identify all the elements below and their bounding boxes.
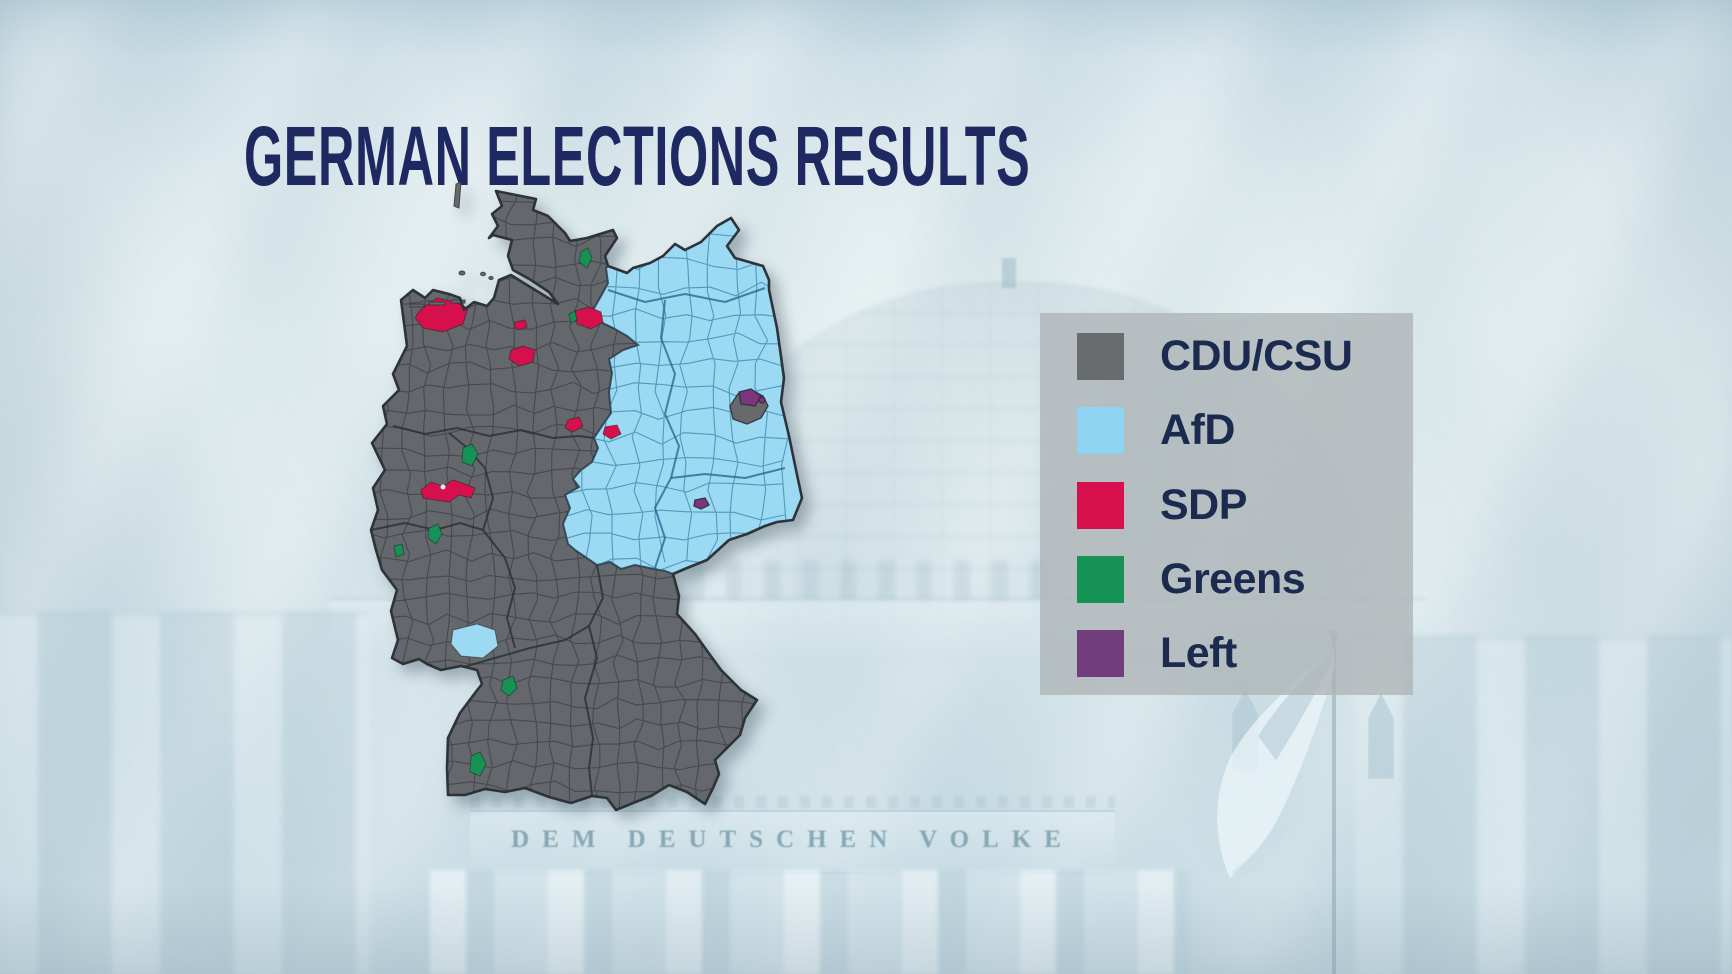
patch-muenster-greens: [461, 443, 479, 467]
afd-color-swatch: [1077, 407, 1124, 455]
patch-bremervoerde-spd: [513, 319, 528, 331]
patch-ruhr-spd: [420, 479, 476, 503]
reichstag-right-wing: [1355, 636, 1732, 974]
legend-label-left: Left: [1160, 629, 1237, 677]
patch-aachen-greens: [393, 543, 405, 558]
spd-patches: [414, 297, 622, 503]
flag-cloth: [1217, 646, 1334, 878]
legend-label-cdu-csu: CDU/CSU: [1160, 332, 1353, 380]
patch-berlin-left: [738, 388, 762, 407]
patch-kaiserslautern-afd: [450, 623, 499, 659]
legend-label-afd: AfD: [1160, 406, 1235, 455]
flag-fold-light: [1232, 816, 1288, 880]
legend-row-greens: Greens: [1077, 554, 1413, 603]
germany-outline: [369, 189, 804, 812]
patch-hildesheim-spd: [564, 416, 584, 433]
patch-cologne-greens: [427, 523, 443, 545]
patch-east-frisia-spd: [414, 297, 469, 333]
page-title: GERMAN ELECTIONS RESULTS: [244, 109, 1031, 204]
patch-salzgitter-spd: [602, 424, 622, 440]
patch-ruhr-dot: [440, 484, 446, 490]
reichstag-left-wing: [0, 612, 370, 974]
state-borders-east: [607, 287, 786, 569]
reichstag-statues: [650, 560, 1070, 602]
cdu-csu-color-swatch: [1077, 333, 1124, 380]
patch-hamburg-spd: [574, 306, 604, 330]
legend-panel: CDU/CSU AfD SDP Greens Left: [1040, 313, 1413, 695]
germany-election-map: [369, 181, 804, 812]
patch-freiburg-greens: [469, 751, 487, 777]
left-color-swatch: [1077, 630, 1124, 677]
patch-schleswig-greens: [578, 247, 593, 269]
state-borders-west: [371, 425, 604, 797]
legend-row-left: Left: [1077, 629, 1413, 677]
legend-row-sdp: SDP: [1077, 480, 1413, 529]
patch-karlsruhe-greens: [500, 675, 518, 697]
islands: [409, 181, 494, 308]
reichstag-inscription-band: DEM DEUTSCHEN VOLKE: [470, 810, 1115, 874]
patch-berlin-left-dot: [758, 396, 766, 404]
flag-pole: [1332, 636, 1336, 974]
reichstag-dome-finial: [1002, 258, 1016, 288]
patch-hamburg-greens: [568, 310, 578, 324]
patch-bremen-spd: [508, 345, 536, 367]
legend-row-cdu-csu: CDU/CSU: [1077, 332, 1413, 380]
legend-label-greens: Greens: [1160, 554, 1306, 603]
greens-patches: [393, 247, 593, 777]
legend-label-sdp: SDP: [1160, 480, 1247, 529]
berlin-area: [693, 388, 769, 510]
reichstag-columns: [430, 870, 1190, 974]
bottom-shade: [0, 884, 1732, 974]
sdp-color-swatch: [1077, 481, 1124, 529]
reichstag-inscription-text: DEM DEUTSCHEN VOLKE: [511, 826, 1074, 853]
patch-leipzig-left: [693, 497, 710, 510]
legend-row-afd: AfD: [1077, 406, 1413, 455]
greens-color-swatch: [1077, 555, 1124, 603]
